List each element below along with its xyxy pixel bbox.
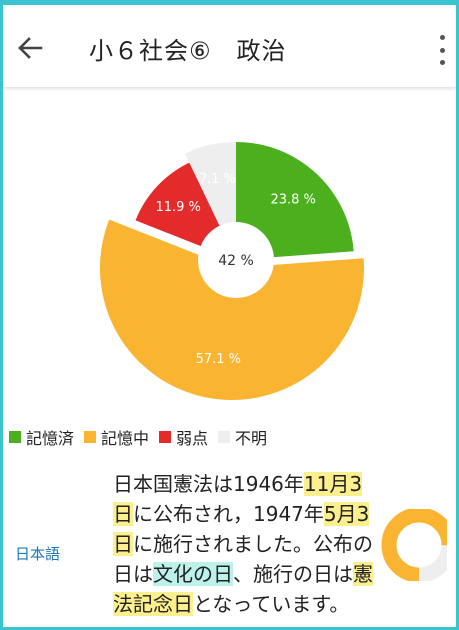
slice-value-label: 11.9 % [155, 200, 200, 215]
text-segment: に公布され，1947年 [133, 502, 324, 526]
legend-item-unknown: 不明 [218, 425, 267, 449]
legend-item-memorized: 記憶済 [9, 425, 74, 449]
text-segment: となっています。 [193, 592, 350, 616]
chart-area: 23.8 % 57.1 % 11.9 % 7.1 % 42 % 記憶済 記憶中 弱点 不… [3, 87, 456, 467]
ring-progress [381, 509, 447, 581]
legend-swatch [84, 431, 97, 443]
card-text: 日本国憲法は1946年11月3日に公布され，1947年5月3日に施行されました。… [113, 469, 373, 619]
legend-label: 記憶済 [26, 429, 75, 448]
legend-label: 記憶中 [101, 429, 150, 448]
text-segment: 日本国憲法は1946年 [113, 472, 304, 496]
legend-item-memorizing: 記憶中 [84, 425, 149, 449]
donut-hole [198, 222, 274, 298]
more-vert-dot [439, 60, 445, 65]
slice-value-label: 7.1 % [199, 172, 236, 187]
back-button[interactable] [13, 31, 47, 65]
legend-item-weak: 弱点 [159, 425, 208, 449]
progress-pie-chart: 23.8 % 57.1 % 11.9 % 7.1 % 42 % [99, 142, 364, 400]
highlighted-term: 文化の日 [153, 562, 233, 586]
more-vert-dot [439, 47, 445, 53]
chart-legend: 記憶済 記憶中 弱点 不明 [9, 425, 273, 449]
legend-swatch [218, 431, 231, 443]
page-title: 小６社会⑥ 政治 [89, 37, 287, 65]
legend-label: 不明 [235, 429, 268, 448]
legend-swatch [9, 431, 21, 443]
card-progress-ring [381, 509, 447, 581]
app-bar: 小６社会⑥ 政治 [3, 5, 456, 87]
pie-slice-0 [236, 142, 354, 260]
subject-label: 日本語 [15, 545, 61, 563]
slice-value-label: 57.1 % [196, 352, 241, 367]
more-options-button[interactable] [434, 35, 450, 65]
more-vert-icon [439, 35, 445, 40]
question-card[interactable]: 日本語 日本国憲法は1946年11月3日に公布され，1947年5月3日に施行され… [3, 469, 456, 627]
arrow-left-icon [18, 37, 43, 59]
center-percentage: 42 % [218, 253, 254, 269]
pie-slice-1 [99, 219, 364, 400]
text-segment: に施行されました。公布の日は [113, 532, 373, 586]
legend-swatch [159, 431, 172, 443]
text-segment: 、施行の日は [233, 562, 353, 586]
legend-label: 弱点 [176, 429, 209, 448]
slice-value-label: 23.8 % [270, 192, 315, 207]
